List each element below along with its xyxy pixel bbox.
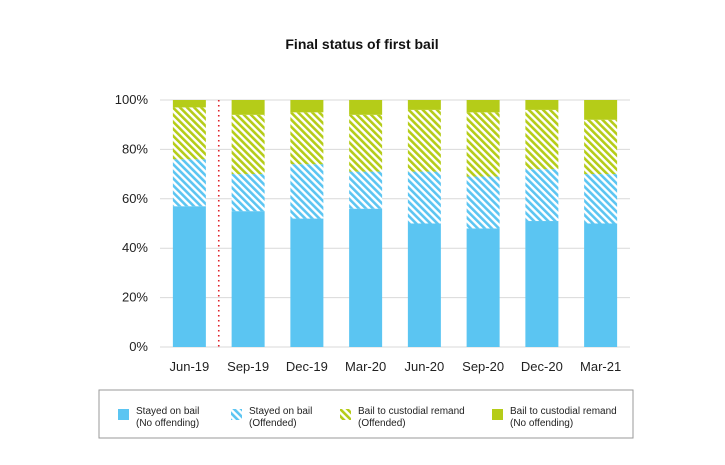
bar-segment [584, 174, 618, 224]
y-tick-label: 80% [122, 141, 148, 156]
bar-segment [466, 176, 500, 229]
legend-label: Stayed on bail [249, 406, 312, 417]
legend-swatch [231, 409, 242, 420]
legend-swatch [118, 409, 129, 420]
legend-label: (Offended) [249, 418, 297, 429]
bar-segment [349, 171, 383, 209]
bar-segment [290, 164, 324, 219]
x-tick-label: Jun-20 [405, 359, 445, 374]
x-tick-label: Jun-19 [170, 359, 210, 374]
bar-segment [466, 112, 500, 177]
bar-segment [172, 206, 206, 347]
x-tick-label: Dec-19 [286, 359, 328, 374]
legend-label: (No offending) [136, 418, 199, 429]
bar-segment [290, 218, 324, 347]
legend-label: Bail to custodial remand [358, 406, 465, 417]
bar-segment [231, 211, 265, 347]
y-tick-label: 0% [129, 339, 148, 354]
y-tick-label: 100% [115, 92, 149, 107]
x-tick-label: Mar-20 [345, 359, 386, 374]
bar-segment [466, 100, 500, 113]
legend-label: Bail to custodial remand [510, 406, 617, 417]
bar-segment [407, 100, 441, 110]
bar-segment [290, 100, 324, 113]
legend-label: (Offended) [358, 418, 406, 429]
x-tick-label: Sep-19 [227, 359, 269, 374]
bar-segment [407, 171, 441, 224]
legend: Stayed on bail(No offending)Stayed on ba… [98, 389, 634, 439]
x-tick-label: Dec-20 [521, 359, 563, 374]
bar-segment [466, 228, 500, 347]
bars [172, 100, 618, 347]
gridlines [160, 99, 630, 348]
x-tick-label: Sep-20 [462, 359, 504, 374]
bar-segment [525, 221, 559, 347]
bar-segment [172, 107, 206, 160]
chart-title: Final status of first bail [285, 36, 438, 52]
bar-segment [584, 119, 618, 175]
legend-box [98, 389, 634, 439]
y-tick-label: 40% [122, 240, 148, 255]
y-axis: 0% 20% 40% 60% 80% 100% [115, 92, 149, 354]
x-tick-label: Mar-21 [580, 359, 621, 374]
bar-segment [407, 223, 441, 347]
y-tick-label: 20% [122, 290, 148, 305]
y-tick-label: 60% [122, 191, 148, 206]
bar-segment [231, 114, 265, 175]
bar-segment [349, 100, 383, 115]
legend-label: (No offending) [510, 418, 573, 429]
bar-segment [231, 100, 265, 115]
legend-swatch [340, 409, 351, 420]
bar-segment [231, 174, 265, 212]
bar-segment [172, 100, 206, 108]
bar-segment [349, 208, 383, 347]
x-axis: Jun-19 Sep-19 Dec-19 Mar-20 Jun-20 Sep-20 Dec-… [170, 359, 622, 374]
legend-label: Stayed on bail [136, 406, 199, 417]
bar-segment [584, 223, 618, 347]
bar-segment [172, 159, 206, 207]
bar-segment [349, 114, 383, 172]
bar-segment [525, 169, 559, 222]
bar-segment [525, 100, 559, 110]
bar-segment [525, 109, 559, 170]
bar-segment [290, 112, 324, 165]
bar-segment [407, 109, 441, 172]
legend-swatch [492, 409, 503, 420]
bar-segment [584, 100, 618, 120]
